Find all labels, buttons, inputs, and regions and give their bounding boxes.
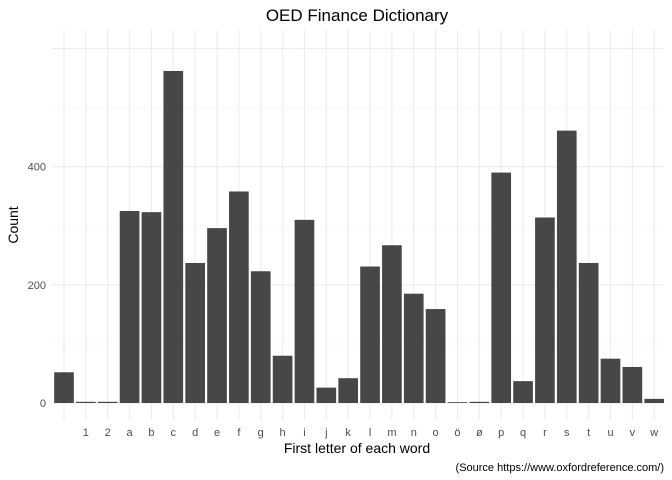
- bar: [622, 366, 643, 403]
- x-tick-label: ö: [454, 427, 460, 439]
- bar: [578, 262, 599, 403]
- bar: [294, 219, 315, 403]
- bar: [272, 355, 293, 403]
- x-tick-label: j: [324, 427, 327, 439]
- chart-title: OED Finance Dictionary: [266, 6, 449, 25]
- bar: [469, 401, 490, 403]
- x-tick-label: g: [258, 427, 264, 439]
- x-tick-label: c: [171, 427, 177, 439]
- x-tick-label: s: [564, 427, 570, 439]
- x-tick-label: l: [369, 427, 371, 439]
- bar: [425, 309, 446, 403]
- bar: [535, 217, 555, 403]
- bar: [163, 70, 184, 404]
- x-tick-label: d: [192, 427, 198, 439]
- x-tick-label: p: [498, 427, 504, 439]
- bar: [250, 271, 271, 403]
- x-tick-label: r: [543, 427, 547, 439]
- bar: [447, 402, 468, 403]
- x-tick-label: n: [411, 427, 417, 439]
- bar: [207, 228, 227, 403]
- y-tick-label: 0: [40, 398, 46, 410]
- x-tick-label: v: [630, 427, 636, 439]
- bar: [491, 172, 512, 403]
- bars: [54, 70, 665, 404]
- x-tick-label: w: [649, 427, 658, 439]
- x-tick-label: f: [237, 427, 241, 439]
- bar: [76, 401, 96, 403]
- bar: [382, 245, 402, 403]
- x-tick-label: i: [303, 427, 305, 439]
- x-tick-label: m: [387, 427, 396, 439]
- y-axis-title: Count: [5, 206, 21, 243]
- bar: [119, 210, 140, 403]
- bar: [403, 293, 424, 403]
- y-tick-labels: 0 200 400: [28, 162, 46, 410]
- bar: [338, 378, 359, 403]
- bar: [513, 381, 533, 403]
- bar: [141, 212, 162, 403]
- x-tick-label: k: [345, 427, 351, 439]
- x-tick-label: 2: [105, 427, 111, 439]
- bar: [644, 398, 665, 403]
- bar: [316, 387, 337, 403]
- x-tick-label: q: [520, 427, 526, 439]
- x-tick-label: a: [127, 427, 134, 439]
- x-axis-title: First letter of each word: [284, 440, 430, 456]
- bar: [556, 130, 577, 403]
- bar: [360, 266, 380, 403]
- x-tick-label: t: [587, 427, 590, 439]
- source-caption: (Source https://www.oxfordreference.com/…: [456, 462, 664, 474]
- x-tick-label: ø: [476, 427, 483, 439]
- y-tick-label: 400: [28, 162, 46, 174]
- x-tick-label: h: [280, 427, 286, 439]
- x-tick-label: e: [214, 427, 220, 439]
- x-tick-label: 1: [83, 427, 89, 439]
- bar: [229, 191, 249, 403]
- x-tick-label: u: [607, 427, 613, 439]
- x-tick-label: b: [148, 427, 154, 439]
- bar: [54, 372, 74, 403]
- x-tick-label: o: [433, 427, 439, 439]
- y-tick-label: 200: [28, 280, 46, 292]
- bar: [185, 262, 205, 403]
- bar: [97, 401, 118, 403]
- x-tick-labels: 1 2 a b c d e f g h i j k l m n o ö ø p q r s t u v w: [83, 427, 658, 439]
- bar: [600, 358, 621, 403]
